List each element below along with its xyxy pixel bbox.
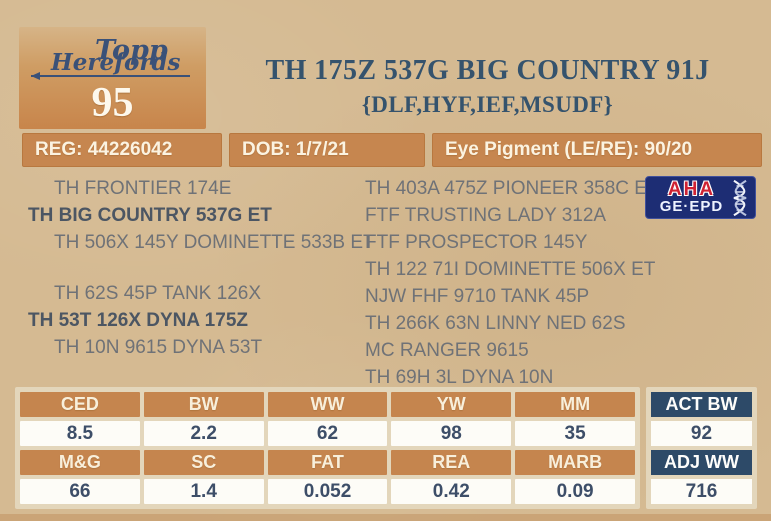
animal-name-title: TH 175Z 537G BIG COUNTRY 91J	[265, 55, 710, 86]
epd-header-rea: REA	[391, 450, 512, 475]
title-block: TH 175Z 537G BIG COUNTRY 91J {DLF,HYF,IE…	[215, 55, 760, 118]
date-of-birth: DOB: 1/7/21	[229, 133, 425, 167]
epd-header-marb: MARB	[515, 450, 635, 475]
page-bottom-edge	[0, 514, 771, 521]
ge-epd-label: GE·EPD	[659, 197, 724, 215]
logo-text-herefords: Herefords	[51, 49, 181, 76]
pedigree-line: NJW FHF 9710 TANK 45P	[365, 286, 590, 307]
ranch-logo-box: Topp Herefords 95	[19, 27, 206, 129]
adj-ww-label: ADJ WW	[651, 450, 752, 475]
aha-label: AHA	[667, 178, 716, 200]
epd-value-ww: 62	[267, 421, 388, 446]
epd-value-bw: 2.2	[143, 421, 264, 446]
act-bw-label: ACT BW	[651, 392, 752, 417]
epd-value-marb: 0.09	[515, 479, 635, 504]
epd-header-ww: WW	[267, 392, 388, 417]
ranch-logo: Topp Herefords	[19, 27, 206, 80]
pedigree-line: TH 10N 9615 DYNA 53T	[54, 337, 263, 358]
pedigree-line: TH 69H 3L DYNA 10N	[365, 367, 554, 388]
adj-ww-value: 716	[651, 479, 752, 504]
logo-text-topp: Topp	[95, 35, 168, 66]
weight-stats-block: ACT BW 92 ADJ WW 716	[646, 387, 757, 509]
pedigree-line: TH 403A 475Z PIONEER 358C ET	[365, 178, 659, 199]
pedigree-line: TH FRONTIER 174E	[54, 178, 232, 199]
registration-number: REG: 44226042	[22, 133, 222, 167]
pedigree-line: TH 266K 63N LINNY NED 62S	[365, 313, 626, 334]
pedigree-line: FTF TRUSTING LADY 312A	[365, 205, 607, 226]
eye-pigment: Eye Pigment (LE/RE): 90/20	[432, 133, 762, 167]
epd-value-fat: 0.052	[267, 479, 388, 504]
epd-value-mm: 35	[515, 421, 635, 446]
epd-header-yw: YW	[391, 392, 512, 417]
pedigree-right-column: TH 403A 475Z PIONEER 358C ET FTF TRUSTIN…	[365, 178, 659, 394]
genetic-codes-subtitle: {DLF,HYF,IEF,MSUDF}	[361, 91, 614, 117]
epd-header-fat: FAT	[267, 450, 388, 475]
epd-header-mm: MM	[515, 392, 635, 417]
pedigree-line: TH 506X 145Y DOMINETTE 533B ET	[54, 232, 375, 253]
aha-badge-text: AHA GE·EPD	[654, 180, 729, 216]
dna-double-helix-icon	[733, 179, 747, 216]
epd-value-mg: 66	[20, 479, 140, 504]
aha-ge-epd-badge: AHA GE·EPD	[645, 176, 756, 219]
pedigree-line-sire: TH BIG COUNTRY 537G ET	[28, 205, 272, 226]
pedigree-line: FTF PROSPECTOR 145Y	[365, 232, 588, 253]
logo-flourish-underline	[31, 72, 190, 80]
epd-header-sc: SC	[143, 450, 264, 475]
pedigree-line: MC RANGER 9615	[365, 340, 529, 361]
pedigree-left-column: TH FRONTIER 174E TH BIG COUNTRY 537G ET …	[28, 178, 375, 363]
epd-value-sc: 1.4	[143, 479, 264, 504]
epd-value-ced: 8.5	[20, 421, 140, 446]
epd-value-yw: 98	[391, 421, 512, 446]
epd-header-bw: BW	[143, 392, 264, 417]
epd-value-rea: 0.42	[391, 479, 512, 504]
pedigree-line-dam: TH 53T 126X DYNA 175Z	[28, 310, 248, 331]
epd-header-ced: CED	[20, 392, 140, 417]
pedigree-line: TH 122 71I DOMINETTE 506X ET	[365, 259, 656, 280]
pedigree-line: TH 62S 45P TANK 126X	[54, 283, 262, 304]
lot-number: 95	[91, 80, 134, 126]
act-bw-value: 92	[651, 421, 752, 446]
epd-header-mg: M&G	[20, 450, 140, 475]
epd-table: CED BW WW YW MM 8.5 2.2 62 98 35 M&G SC …	[15, 387, 640, 509]
